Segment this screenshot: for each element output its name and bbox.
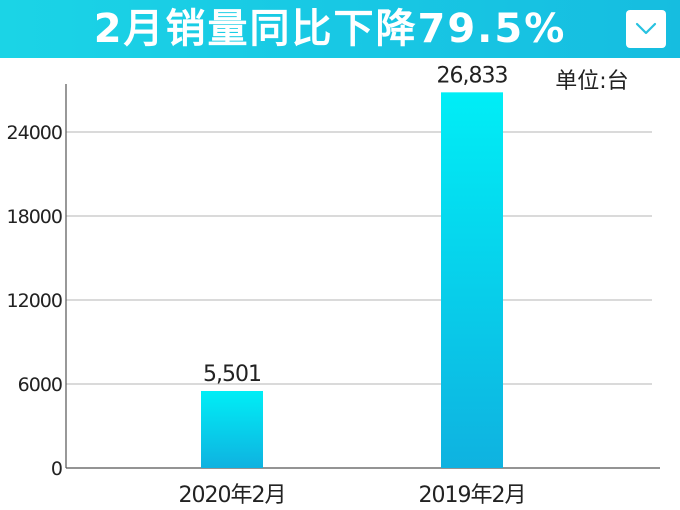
- x-tick-label: 2019年2月: [419, 483, 526, 508]
- title-banner: 2月销量同比下降79.5%: [0, 0, 680, 58]
- y-tick-label: 0: [51, 458, 62, 480]
- bar-chart: 0 6000 12000 18000 24000 5,501 2020年2月 26,833 20…: [7, 63, 660, 508]
- chevron-down-icon: [635, 22, 657, 35]
- bar: [441, 92, 503, 468]
- data-label: 5,501: [203, 362, 261, 387]
- y-tick-label: 18000: [7, 206, 62, 228]
- bar: [201, 390, 263, 468]
- x-tick-label: 2020年2月: [179, 483, 286, 508]
- data-label: 26,833: [437, 63, 508, 88]
- y-tick-label: 12000: [7, 290, 62, 312]
- y-tick-label: 24000: [7, 122, 62, 144]
- y-tick-label: 6000: [18, 374, 62, 396]
- unit-label: 单位:台: [555, 69, 628, 94]
- expand-button[interactable]: [626, 10, 666, 48]
- chart-title: 2月销量同比下降79.5%: [93, 6, 567, 52]
